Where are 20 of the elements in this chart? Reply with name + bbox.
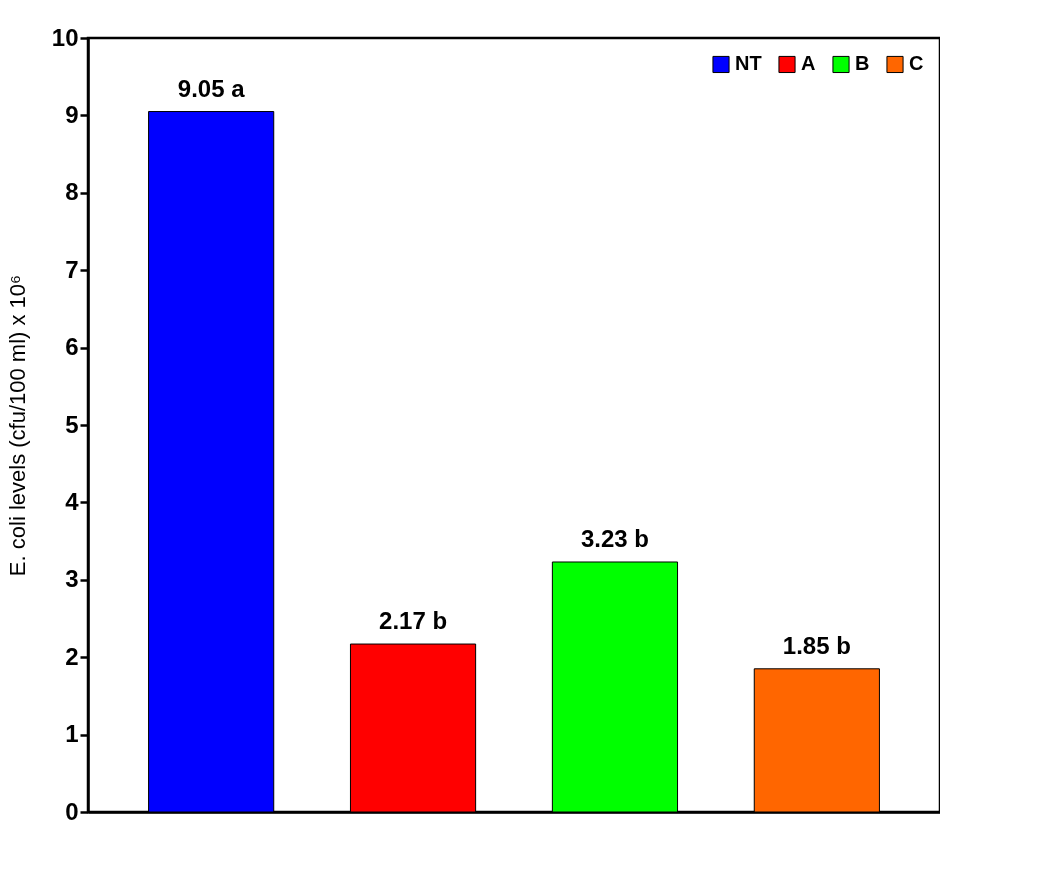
y-tick-label: 5 — [65, 410, 79, 438]
legend-label: NT — [735, 52, 762, 75]
legend-label: A — [801, 52, 816, 75]
data-label: 9.05 a — [177, 74, 246, 102]
y-tick-label: 1 — [65, 720, 79, 748]
data-label: 1.85 b — [782, 631, 851, 659]
y-tick-label: 3 — [65, 565, 79, 593]
legend-label: C — [909, 52, 924, 75]
y-tick-label: 4 — [65, 487, 80, 515]
y-axis-title: E. coli levels (cfu/100 ml) x 10⁶ — [4, 274, 30, 577]
y-tick-label: 8 — [65, 178, 79, 206]
y-tick-label: 9 — [65, 100, 79, 128]
y-tick-label: 10 — [51, 23, 79, 51]
y-tick-label: 6 — [65, 333, 79, 361]
data-label: 2.17 b — [379, 607, 448, 635]
legend-label: B — [855, 52, 870, 75]
data-label: 3.23 b — [580, 525, 649, 552]
y-tick-label: 2 — [65, 642, 79, 670]
y-tick-label: 0 — [65, 797, 79, 825]
y-tick-label: 7 — [65, 255, 79, 283]
